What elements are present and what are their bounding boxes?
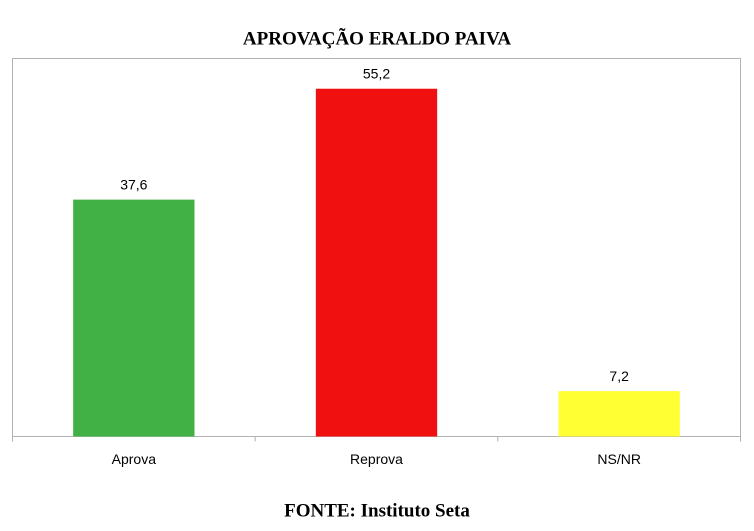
value-label: 37,6 (120, 176, 147, 192)
source-note: FONTE: Instituto Seta (284, 500, 470, 521)
chart-title: APROVAÇÃO ERALDO PAIVA (243, 27, 511, 49)
x-tick-label: Aprova (112, 451, 157, 467)
bar (558, 391, 680, 437)
value-label: 7,2 (609, 368, 629, 384)
x-tick-label: NS/NR (597, 451, 641, 467)
bar (315, 88, 438, 437)
x-tick-label: Reprova (350, 451, 403, 467)
bar (73, 199, 195, 437)
value-label: 55,2 (363, 65, 390, 81)
